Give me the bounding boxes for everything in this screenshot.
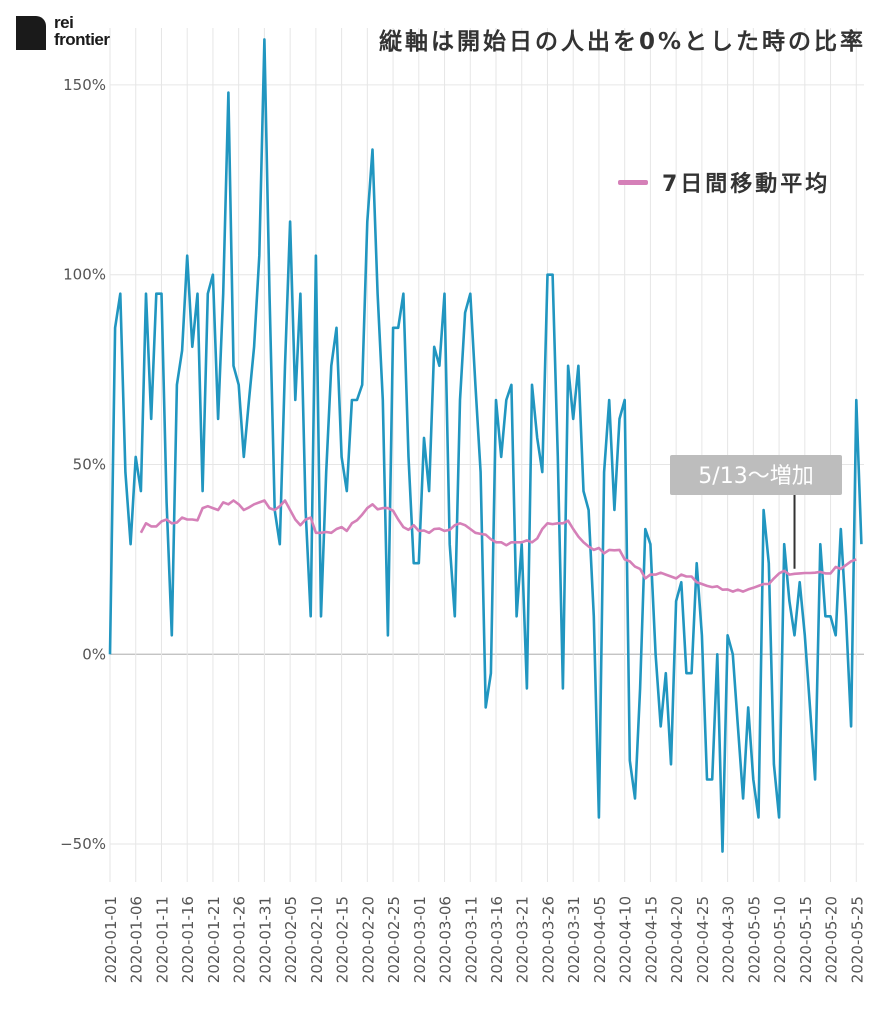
- x-tick-label: 2020-01-06: [128, 896, 146, 983]
- x-tick-label: 2020-05-05: [745, 896, 763, 983]
- moving-average-line: [139, 499, 857, 593]
- y-tick-label: 0%: [82, 645, 106, 663]
- x-tick-label: 2020-03-21: [514, 896, 532, 983]
- x-tick-label: 2020-01-16: [179, 896, 197, 983]
- x-tick-label: 2020-04-05: [591, 896, 609, 983]
- x-tick-label: 2020-01-21: [205, 896, 223, 983]
- x-tick-label: 2020-05-15: [797, 896, 815, 983]
- x-tick-label: 2020-01-11: [153, 896, 171, 983]
- x-tick-label: 2020-02-25: [385, 896, 403, 983]
- x-tick-label: 2020-04-10: [617, 896, 635, 983]
- x-tick-label: 2020-03-26: [539, 896, 557, 983]
- legend-swatch-moving-average: [618, 179, 648, 185]
- annotation: 5/13〜増加: [670, 455, 842, 569]
- logo-text: rei frontier: [54, 14, 110, 48]
- x-tick-label: 2020-04-20: [668, 896, 686, 983]
- y-axis: −50% 0% 50% 100% 150%: [60, 76, 106, 853]
- x-tick-label: 2020-04-30: [720, 896, 738, 983]
- x-tick-label: 2020-03-16: [488, 896, 506, 983]
- x-tick-label: 2020-03-31: [565, 896, 583, 983]
- x-tick-label: 2020-05-10: [771, 896, 789, 983]
- x-tick-label: 2020-03-01: [411, 896, 429, 983]
- x-tick-label: 2020-01-01: [102, 896, 120, 983]
- x-tick-label: 2020-02-15: [334, 896, 352, 983]
- x-tick-label: 2020-04-25: [694, 896, 712, 983]
- y-tick-label: 150%: [63, 76, 106, 94]
- legend: 7日間移動平均: [618, 167, 830, 197]
- rei-frontier-logo: rei frontier: [14, 14, 144, 54]
- x-tick-label: 2020-05-20: [823, 896, 841, 983]
- logo-line-2: frontier: [54, 30, 110, 49]
- x-axis: 2020-01-01 2020-01-06 2020-01-11 2020-01-16…: [102, 896, 866, 983]
- gridlines: [109, 28, 864, 882]
- x-tick-label: 2020-02-10: [308, 896, 326, 983]
- series-group: [108, 38, 863, 853]
- x-tick-label: 2020-01-31: [256, 896, 274, 983]
- x-tick-label: 2020-02-05: [282, 896, 300, 983]
- y-tick-label: 50%: [73, 455, 106, 473]
- x-tick-label: 2020-03-11: [462, 896, 480, 983]
- x-tick-label: 2020-05-25: [848, 896, 866, 983]
- annotation-label: 5/13〜増加: [698, 464, 813, 489]
- y-tick-label: 100%: [63, 266, 106, 284]
- daily-change-line: [108, 38, 863, 853]
- chart-title: 縦軸は開始日の人出を0%とした時の比率: [378, 29, 866, 55]
- x-tick-label: 2020-02-20: [359, 896, 377, 983]
- logo-mark: [16, 16, 46, 50]
- annotation-box: [670, 455, 842, 495]
- x-tick-label: 2020-03-06: [437, 896, 455, 983]
- legend-label-moving-average: 7日間移動平均: [662, 172, 831, 197]
- x-tick-label: 2020-01-26: [231, 896, 249, 983]
- x-tick-label: 2020-04-15: [642, 896, 660, 983]
- logo-line-1: rei: [54, 13, 74, 32]
- y-tick-label: −50%: [60, 835, 106, 853]
